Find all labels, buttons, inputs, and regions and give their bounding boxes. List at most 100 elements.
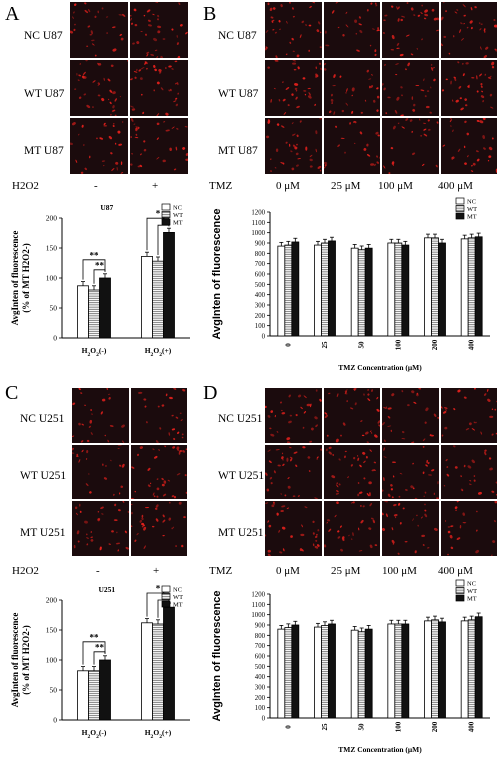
condition-label: 25 μM [331,565,361,577]
treatment-label: H2O2 [12,180,39,192]
condition-label: 400 μM [438,180,473,192]
bar [152,623,164,721]
y-tick-label: 100 [255,323,266,330]
significance-bracket [82,259,106,280]
micrograph-image [70,118,128,174]
legend-swatch [161,211,171,218]
y-tick-label: 500 [255,664,266,671]
bar [357,631,366,719]
bar [314,626,322,719]
row-label: MT U251 [218,527,264,539]
y-tick-label: 600 [255,654,266,661]
y-tick-label: 100 [255,705,266,712]
legend-label: NC [173,205,182,212]
legend-swatch [455,205,465,212]
bar [284,244,293,337]
micrograph-grid-a [70,2,188,174]
y-axis-label: AvgInten of fluorescence [211,590,223,721]
bar [291,624,300,719]
bar [424,620,432,719]
significance-bracket [93,269,106,284]
bar [284,627,293,719]
x-tick-label: H2O2(+) [145,346,172,358]
panel-letter-d: D [203,382,218,404]
row-label: WT U251 [20,470,67,482]
micrograph-image [70,60,128,116]
micrograph-image [382,388,439,443]
row-label: WT U251 [218,470,265,482]
micrograph-image [323,501,380,556]
x-tick-label: 25 [321,723,329,731]
micrograph-image [70,2,128,58]
y-tick-label: 1100 [252,602,266,609]
bar-chart-d: 0100200300400500600700800900100011001200… [211,579,490,754]
y-tick-label: 400 [255,674,266,681]
y-tick-label: 200 [255,695,266,702]
micrograph-grid-d [265,388,497,556]
bar [431,619,439,719]
y-tick-label: 150 [46,244,58,253]
y-tick-label: 100 [46,656,58,665]
bar [364,247,373,337]
micrograph-image [265,2,322,58]
y-tick-label: 900 [255,241,266,248]
legend-label: MT [467,596,477,603]
legend-swatch [161,593,171,600]
micrograph-image [440,118,497,174]
treatment-label: TMZ [209,565,233,577]
y-axis-label: AvgInten of fluorescence(% of MT H2O2-) [10,613,31,708]
significance-bracket [157,599,170,618]
x-tick-label: 100 [394,339,402,350]
bar [88,289,100,339]
micrograph-image [382,444,439,500]
bar [163,606,175,721]
micrograph-image [265,118,322,174]
x-tick-label: H2O2(-) [82,346,107,358]
row-label: WT U87 [218,88,259,100]
x-tick-label: H2O2(-) [82,728,107,740]
micrograph-grid-c [72,388,187,556]
bar [424,237,432,337]
y-tick-label: 700 [255,261,266,268]
micrograph-image [130,118,188,174]
bar [357,249,366,337]
legend-swatch [455,579,465,587]
micrograph-image [382,501,439,556]
bar [350,247,359,337]
x-tick-label: 0 [284,725,292,729]
condition-label: 0 μM [276,180,300,192]
row-label: NC U251 [20,413,65,425]
legend-swatch [161,585,171,593]
legend-label: WT [173,212,183,219]
micrograph-image [130,60,188,116]
bar [394,623,403,719]
micrograph-image [130,444,187,500]
chart-title: U87 [100,203,113,212]
significance-marker: ** [90,632,100,642]
bar-chart-b: 0100200300400500600700800900100011001200… [211,197,490,372]
micrograph-image [130,388,187,443]
y-tick-label: 50 [50,304,58,313]
legend-label: WT [467,206,477,213]
micrograph-image [323,444,380,500]
x-tick-label: 400 [468,721,476,732]
bar [350,629,359,719]
x-tick-label: 50 [358,723,366,731]
bar [438,621,446,719]
x-axis-label: TMZ Concentration (μM) [338,745,422,754]
row-label: MT U251 [20,527,66,539]
y-tick-label: 800 [255,633,266,640]
significance-marker: ** [95,642,105,652]
row-label: MT U87 [218,145,258,157]
significance-marker: ** [90,250,100,260]
x-axis-label: TMZ Concentration (μM) [338,363,422,372]
y-tick-label: 1000 [251,612,265,619]
y-axis-label: AvgInten of fluorescence(% of MT H2O2-) [10,231,31,326]
legend-swatch [455,594,465,602]
significance-marker: * [156,584,161,594]
y-tick-label: 400 [255,292,266,299]
bar [401,623,410,719]
legend-label: NC [467,581,476,588]
micrograph-image [130,2,188,58]
significance-marker: * [156,209,161,219]
